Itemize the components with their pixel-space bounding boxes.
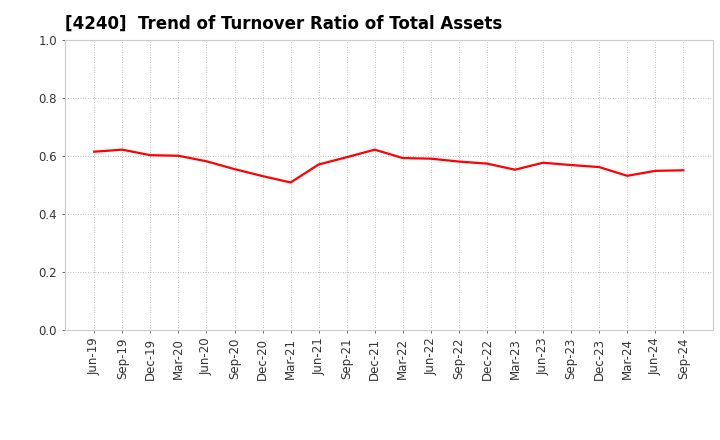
Text: [4240]  Trend of Turnover Ratio of Total Assets: [4240] Trend of Turnover Ratio of Total …	[65, 15, 502, 33]
